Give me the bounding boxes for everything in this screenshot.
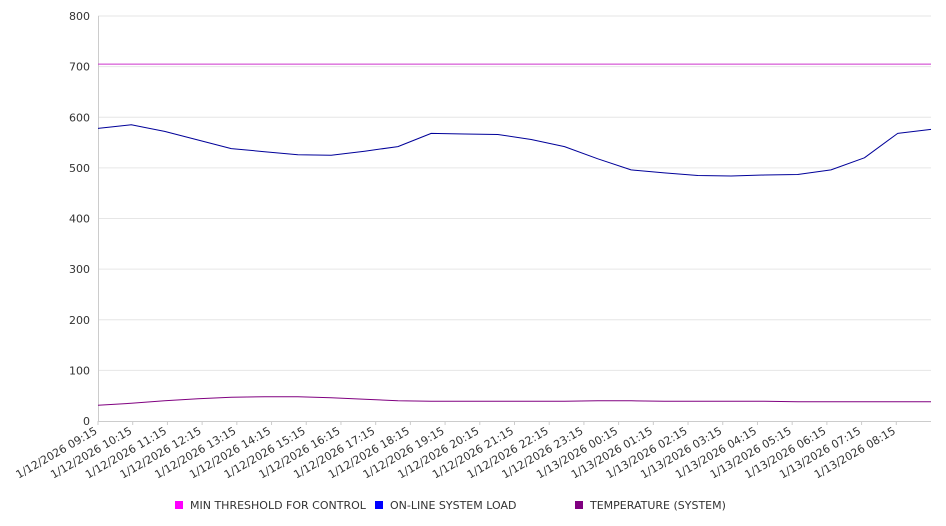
y-tick-label: 700: [69, 61, 90, 74]
legend-swatch: [375, 501, 383, 509]
legend-label: MIN THRESHOLD FOR CONTROL: [190, 499, 367, 512]
legend-label: TEMPERATURE (SYSTEM): [589, 499, 726, 512]
x-axis-ticks: 1/12/2026 09:151/12/2026 10:151/12/2026 …: [14, 421, 898, 481]
series-lines: [97, 63, 932, 406]
legend-swatch: [575, 501, 583, 509]
y-tick-label: 600: [69, 111, 90, 124]
y-tick-label: 100: [69, 364, 90, 377]
legend-label: ON-LINE SYSTEM LOAD: [390, 499, 516, 512]
y-tick-label: 500: [69, 162, 90, 175]
y-tick-label: 200: [69, 314, 90, 327]
y-tick-label: 800: [69, 10, 90, 23]
series-line-1: [97, 124, 932, 177]
grid-lines: [98, 15, 931, 371]
y-axis-ticks: 0 100 200 300 400 500 600 700 800: [69, 10, 90, 428]
legend-swatch: [175, 501, 183, 509]
series-line-2: [97, 396, 931, 406]
y-tick-label: 400: [69, 213, 90, 226]
y-tick-label: 300: [69, 263, 90, 276]
y-tick-label: 0: [83, 415, 90, 428]
legend: MIN THRESHOLD FOR CONTROL ON-LINE SYSTEM …: [175, 499, 726, 512]
